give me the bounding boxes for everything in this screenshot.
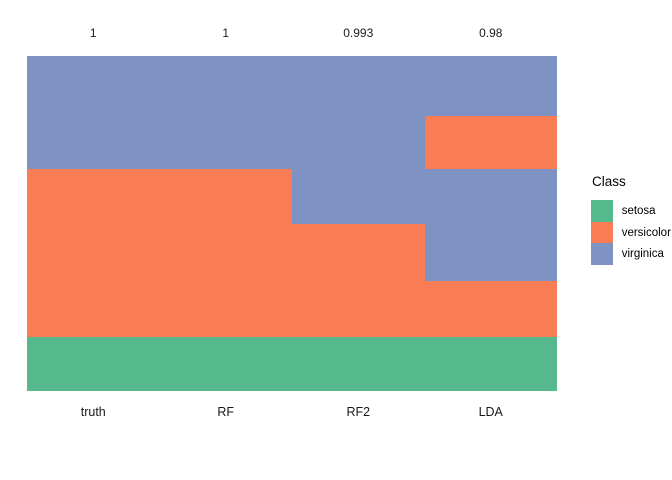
legend-item-versicolor: versicolor <box>591 221 671 244</box>
legend-label-versicolor: versicolor <box>621 226 671 239</box>
bar-segment-setosa <box>27 336 160 391</box>
bar-segment-versicolor <box>27 168 160 337</box>
bar-segment-versicolor <box>424 115 557 169</box>
bar-segment-virginica <box>424 56 557 116</box>
bar-column-LDA <box>424 56 557 391</box>
bar-segment-setosa <box>159 336 292 391</box>
x-axis-label-truth: truth <box>80 405 106 419</box>
x-axis-labels-row: truth RF RF2 LDA <box>27 405 557 420</box>
legend-item-virginica: virginica <box>591 243 671 266</box>
legend-title: Class <box>592 174 626 189</box>
bar-segment-versicolor <box>292 224 425 337</box>
bar-column-RF2 <box>292 56 425 391</box>
legend-key-swatch-versicolor <box>591 221 613 244</box>
bar-segment-virginica <box>424 168 557 281</box>
x-axis-label-RF2: RF2 <box>346 405 371 419</box>
legend-item-setosa: setosa <box>591 200 671 222</box>
legend: Class setosa versicolor virginica <box>591 174 671 266</box>
accuracy-label-LDA: 0.98 <box>479 26 503 40</box>
bar-segment-virginica <box>27 56 160 169</box>
x-axis-label-RF: RF <box>217 405 235 419</box>
bar-segment-virginica <box>159 56 292 169</box>
x-axis-label-LDA: LDA <box>478 405 503 419</box>
bar-segment-setosa <box>424 336 557 391</box>
bar-segment-versicolor <box>159 168 292 337</box>
legend-label-virginica: virginica <box>621 248 664 261</box>
accuracy-label-truth: 1 <box>89 26 97 40</box>
legend-key-swatch-virginica <box>591 243 613 266</box>
accuracy-label-RF2: 0.993 <box>343 26 374 40</box>
legend-label-setosa: setosa <box>621 204 656 217</box>
bar-segment-virginica <box>292 56 425 224</box>
plot-area <box>27 56 557 391</box>
bar-segment-versicolor <box>424 280 557 337</box>
bar-segment-setosa <box>292 336 425 391</box>
legend-items: setosa versicolor virginica <box>591 200 671 266</box>
bar-column-truth <box>27 56 160 391</box>
accuracy-labels-row: 1 1 0.993 0.98 <box>27 26 557 40</box>
accuracy-label-RF: 1 <box>222 26 230 40</box>
bar-column-RF <box>159 56 292 391</box>
legend-key-swatch-setosa <box>591 200 613 222</box>
